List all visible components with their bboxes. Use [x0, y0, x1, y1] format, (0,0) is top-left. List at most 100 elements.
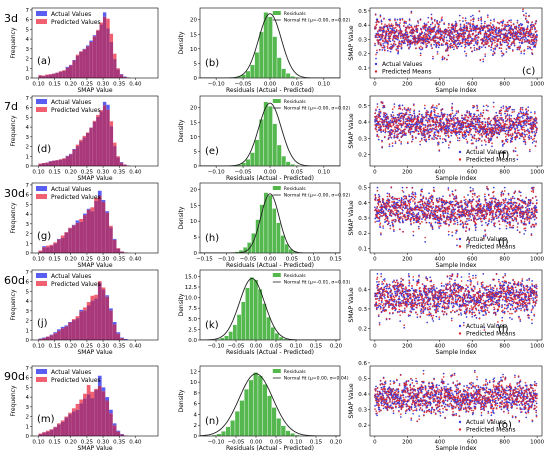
scatter-point-predicted	[451, 31, 454, 34]
scatter-point-actual	[523, 121, 526, 124]
scatter-point-actual	[396, 18, 399, 21]
scatter-point-predicted	[502, 121, 505, 124]
scatter-point-predicted	[384, 36, 387, 39]
scatter-point-predicted	[397, 204, 400, 207]
scatter-point-predicted	[463, 46, 466, 49]
scatter-point-predicted	[436, 21, 438, 23]
scatter-point-predicted	[424, 37, 427, 40]
scatter-point-predicted	[485, 40, 487, 43]
scatter-point-predicted	[536, 36, 538, 38]
y-tick-label: 7	[26, 183, 30, 189]
y-axis-label: Density	[178, 119, 185, 142]
scatter-point-predicted	[436, 36, 439, 39]
scatter-point-predicted	[519, 46, 522, 49]
histogram-bar-overlap	[75, 55, 80, 78]
scatter-point-predicted	[524, 135, 527, 138]
y-tick-label: 0	[26, 164, 30, 170]
residual-bar	[254, 139, 260, 166]
scatter-point-predicted	[427, 32, 430, 35]
scatter-point-predicted	[403, 22, 406, 25]
scatter-point-predicted	[469, 25, 472, 28]
legend-swatch	[36, 19, 47, 24]
scatter-point-predicted	[482, 109, 485, 112]
scatter-point-actual	[454, 20, 457, 23]
x-tick-label: 200	[402, 170, 413, 176]
scatter-point-actual	[376, 103, 379, 105]
scatter-point-predicted	[382, 214, 385, 217]
scatter-point-predicted	[420, 29, 423, 31]
histogram-bar	[92, 120, 97, 122]
scatter-point-actual	[404, 122, 407, 125]
scatter-point-predicted	[403, 213, 406, 216]
scatter-point-predicted	[455, 33, 458, 36]
scatter-point-predicted	[382, 112, 385, 114]
scatter-point-actual	[502, 118, 505, 121]
scatter-point-actual	[445, 132, 448, 135]
scatter-point-predicted	[375, 124, 378, 126]
y-tick-label: 4	[26, 125, 30, 131]
scatter-point-predicted	[430, 114, 433, 117]
scatter-point-predicted	[382, 225, 384, 227]
scatter-point-predicted	[436, 121, 439, 124]
histogram-bar-overlap	[38, 164, 42, 166]
scatter-point-actual	[491, 37, 494, 39]
scatter-point-predicted	[389, 227, 392, 230]
scatter-point-actual	[531, 141, 534, 144]
scatter-point-predicted	[469, 35, 472, 38]
residual-bar	[285, 161, 291, 166]
scatter-point-actual	[455, 112, 458, 115]
scatter-point-actual	[519, 22, 522, 25]
scatter-point-predicted	[419, 19, 422, 21]
scatter-point-actual	[406, 207, 408, 209]
histogram-bar-overlap	[116, 248, 121, 253]
x-tick-label: 0.15	[48, 257, 61, 263]
x-tick-label: 0	[373, 82, 377, 88]
scatter-point-predicted	[393, 132, 396, 135]
scatter-point-predicted	[504, 36, 507, 39]
scatter-point-predicted	[473, 137, 476, 140]
scatter-point-actual	[432, 118, 435, 120]
scatter-point-actual	[463, 26, 466, 28]
scatter-point-actual	[401, 219, 404, 222]
scatter-point-actual	[490, 40, 493, 43]
scatter-point-predicted	[401, 115, 403, 118]
scatter-point-predicted	[522, 14, 525, 16]
scatter-point-actual	[474, 125, 477, 128]
x-tick-label: 400	[435, 82, 446, 88]
scatter-point-predicted	[380, 44, 383, 46]
scatter-point-actual	[492, 101, 495, 104]
scatter-point-actual	[519, 35, 521, 38]
scatter-point-predicted	[394, 31, 397, 34]
histogram-bar-overlap	[45, 247, 50, 253]
scatter-point-actual	[521, 106, 524, 109]
scatter-point-predicted	[419, 140, 421, 143]
scatter-point-predicted	[423, 28, 425, 30]
scatter-point-predicted	[401, 18, 404, 21]
scatter-point-predicted	[374, 112, 377, 115]
x-tick-label: 0.30	[97, 82, 110, 88]
y-tick-label: 2	[26, 232, 30, 238]
y-tick-label: 2	[26, 145, 30, 151]
scatter-point-predicted	[488, 116, 490, 119]
scatter-point-predicted	[486, 131, 489, 133]
scatter-point-predicted	[408, 116, 410, 119]
scatter-point-predicted	[398, 105, 401, 108]
scatter-point-actual	[446, 113, 449, 116]
scatter-point-predicted	[426, 36, 429, 38]
scatter-point-predicted	[429, 127, 432, 130]
x-tick-label: 200	[402, 82, 413, 88]
scatter-point-predicted	[394, 26, 397, 29]
scatter-point-predicted	[376, 205, 378, 208]
scatter-point-predicted	[449, 35, 452, 38]
scatter-point-predicted	[376, 118, 378, 120]
axes-frame	[31, 95, 159, 167]
scatter-point-predicted	[506, 118, 509, 120]
scatter-point-actual	[531, 116, 533, 119]
legend-label: Actual Values	[51, 186, 91, 193]
histogram-bar	[105, 211, 110, 213]
scatter-point-predicted	[522, 8, 524, 11]
scatter-point-actual	[378, 195, 381, 198]
scatter-point-predicted	[476, 48, 478, 51]
scatter-point-actual	[490, 49, 492, 51]
